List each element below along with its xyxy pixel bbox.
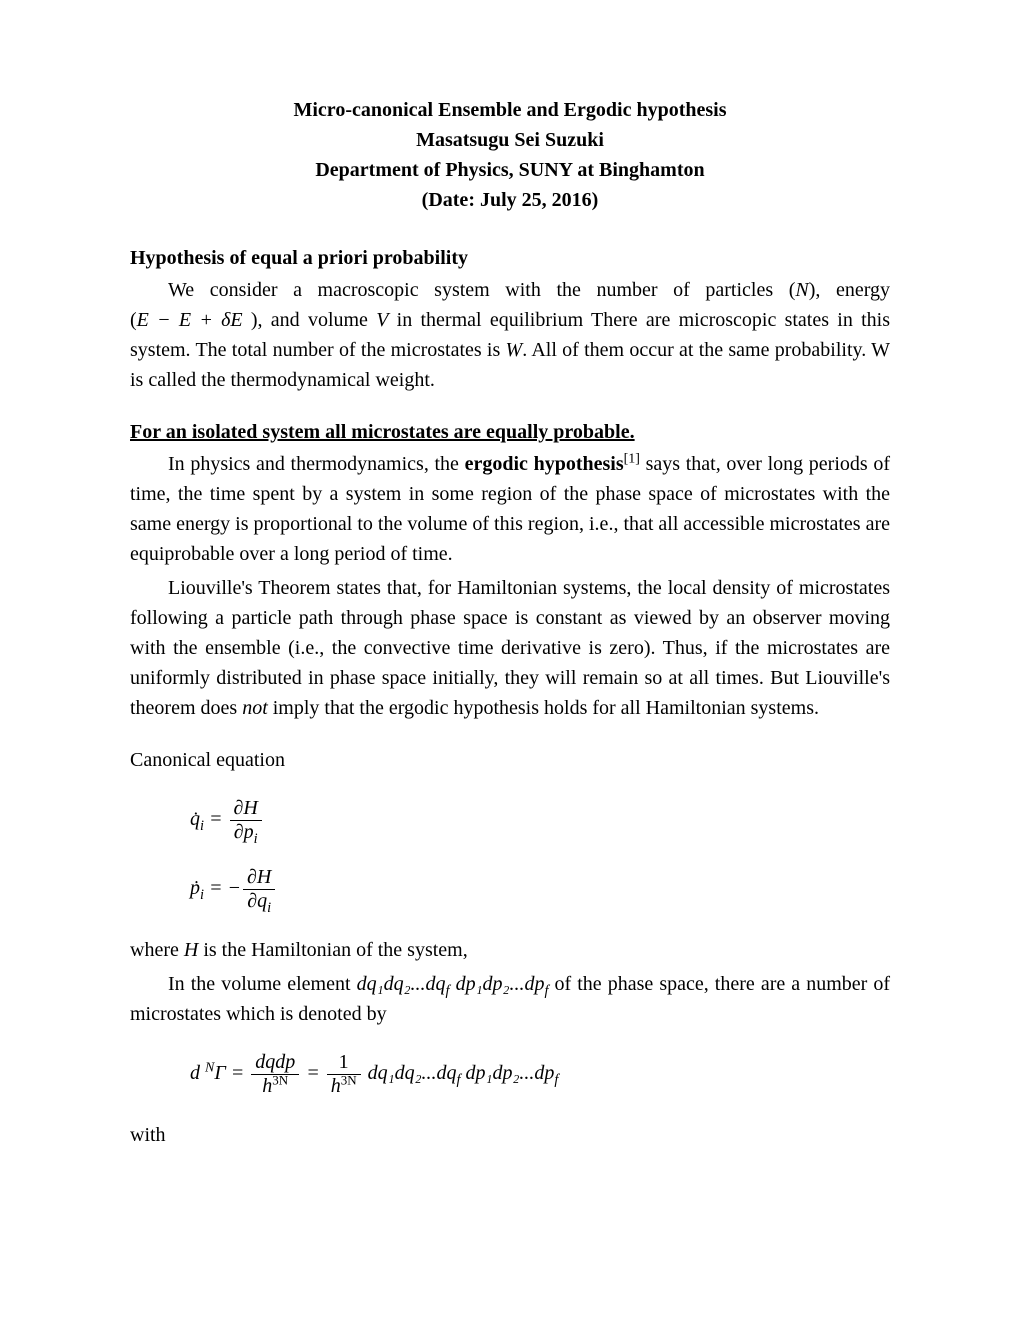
eq2-lhs: ṗ xyxy=(190,877,200,899)
eq1-den-a: ∂p xyxy=(234,821,254,843)
eq3-f2-den: h3N xyxy=(327,1075,361,1098)
eq3-f2-den-sup: 3N xyxy=(341,1072,357,1087)
title-line-2: Masatsugu Sei Suzuki xyxy=(130,125,890,155)
p2-a: In physics and thermodynamics, the xyxy=(168,453,465,475)
title-line-1: Micro-canonical Ensemble and Ergodic hyp… xyxy=(130,95,890,125)
eq3-lhs-b: Γ = xyxy=(214,1062,249,1084)
eq3-f1-den-sup: 3N xyxy=(272,1072,288,1087)
eq1-den: ∂pi xyxy=(230,821,262,844)
p4-b: is the Hamiltonian of the system, xyxy=(198,939,467,961)
spacer-1 xyxy=(130,399,890,417)
eq3-tail-1: dq₁dq₂...dq xyxy=(363,1062,457,1084)
var-N: N xyxy=(795,279,808,301)
var-H: H xyxy=(184,939,198,961)
eq1-eq: = xyxy=(204,808,228,830)
p1-c: ), and volume xyxy=(251,309,376,331)
eq2-num: ∂H xyxy=(243,866,275,890)
eq3-f1-den-a: h xyxy=(262,1075,272,1097)
var-W: W xyxy=(506,339,523,361)
p5-a: In the volume element xyxy=(168,973,357,995)
p4-a: where xyxy=(130,939,184,961)
paragraph-2: In physics and thermodynamics, the ergod… xyxy=(130,449,890,569)
p3-b: imply that the ergodic hypothesis holds … xyxy=(268,697,819,719)
paragraph-5: In the volume element dq₁dq₂...dqf dp₁dp… xyxy=(130,969,890,1029)
eq3-lhs-a: d xyxy=(190,1062,205,1084)
eq1-lhs: q̇ xyxy=(190,808,200,830)
eq3-frac2: 1 h3N xyxy=(327,1051,361,1098)
eq3-frac1: dqdp h3N xyxy=(251,1051,299,1098)
eq3-lhs-sup: N xyxy=(205,1060,214,1075)
eq3-tail-f2: f xyxy=(554,1072,558,1088)
eq3-tail-2: dp₁dp₂...dp xyxy=(461,1062,555,1084)
title-line-4: (Date: July 25, 2016) xyxy=(130,185,890,215)
citation-1: [1] xyxy=(624,451,640,466)
canonical-equation-label: Canonical equation xyxy=(130,745,890,775)
energy-expr: E − E + δE xyxy=(137,309,251,331)
ve-1: dq₁dq₂...dq xyxy=(357,973,446,995)
heading-isolated: For an isolated system all microstates a… xyxy=(130,417,890,447)
eq2-den: ∂qi xyxy=(243,890,275,913)
equation-qdot: q̇ i = ∂H ∂pi xyxy=(190,797,890,844)
p1-a: We consider a macroscopic system with th… xyxy=(168,279,795,301)
page-container: Micro-canonical Ensemble and Ergodic hyp… xyxy=(0,0,1020,1214)
heading-hypothesis: Hypothesis of equal a priori probability xyxy=(130,243,890,273)
eq1-frac: ∂H ∂pi xyxy=(230,797,262,844)
with-text: with xyxy=(130,1120,890,1150)
eq3-f1-den: h3N xyxy=(251,1075,299,1098)
paragraph-1: We consider a macroscopic system with th… xyxy=(130,275,890,395)
spacer-2 xyxy=(130,727,890,745)
eq2-frac: ∂H ∂qi xyxy=(243,866,275,913)
ergodic-hypothesis-term: ergodic hypothesis xyxy=(465,453,624,475)
eq3-mid: = xyxy=(301,1062,325,1084)
eq2-den-sub: i xyxy=(267,900,271,916)
eq1-den-sub: i xyxy=(254,831,258,847)
eq2-den-a: ∂q xyxy=(247,890,267,912)
var-V: V xyxy=(376,309,388,331)
eq1-num: ∂H xyxy=(230,797,262,821)
volume-element: dq₁dq₂...dqf dp₁dp₂...dpf xyxy=(357,973,549,995)
ve-2: dp₁dp₂...dp xyxy=(450,973,545,995)
equation-pdot: ṗ i = − ∂H ∂qi xyxy=(190,866,890,913)
not-italic: not xyxy=(242,697,268,719)
eq3-f2-den-a: h xyxy=(331,1075,341,1097)
paragraph-3: Liouville's Theorem states that, for Ham… xyxy=(130,573,890,723)
eq2-eq: = − xyxy=(204,877,241,899)
paragraph-4: where H is the Hamiltonian of the system… xyxy=(130,935,890,965)
title-line-3: Department of Physics, SUNY at Binghamto… xyxy=(130,155,890,185)
title-block: Micro-canonical Ensemble and Ergodic hyp… xyxy=(130,95,890,215)
equation-dgamma: d NΓ = dqdp h3N = 1 h3N dq₁dq₂...dq f dp₁… xyxy=(190,1051,890,1098)
